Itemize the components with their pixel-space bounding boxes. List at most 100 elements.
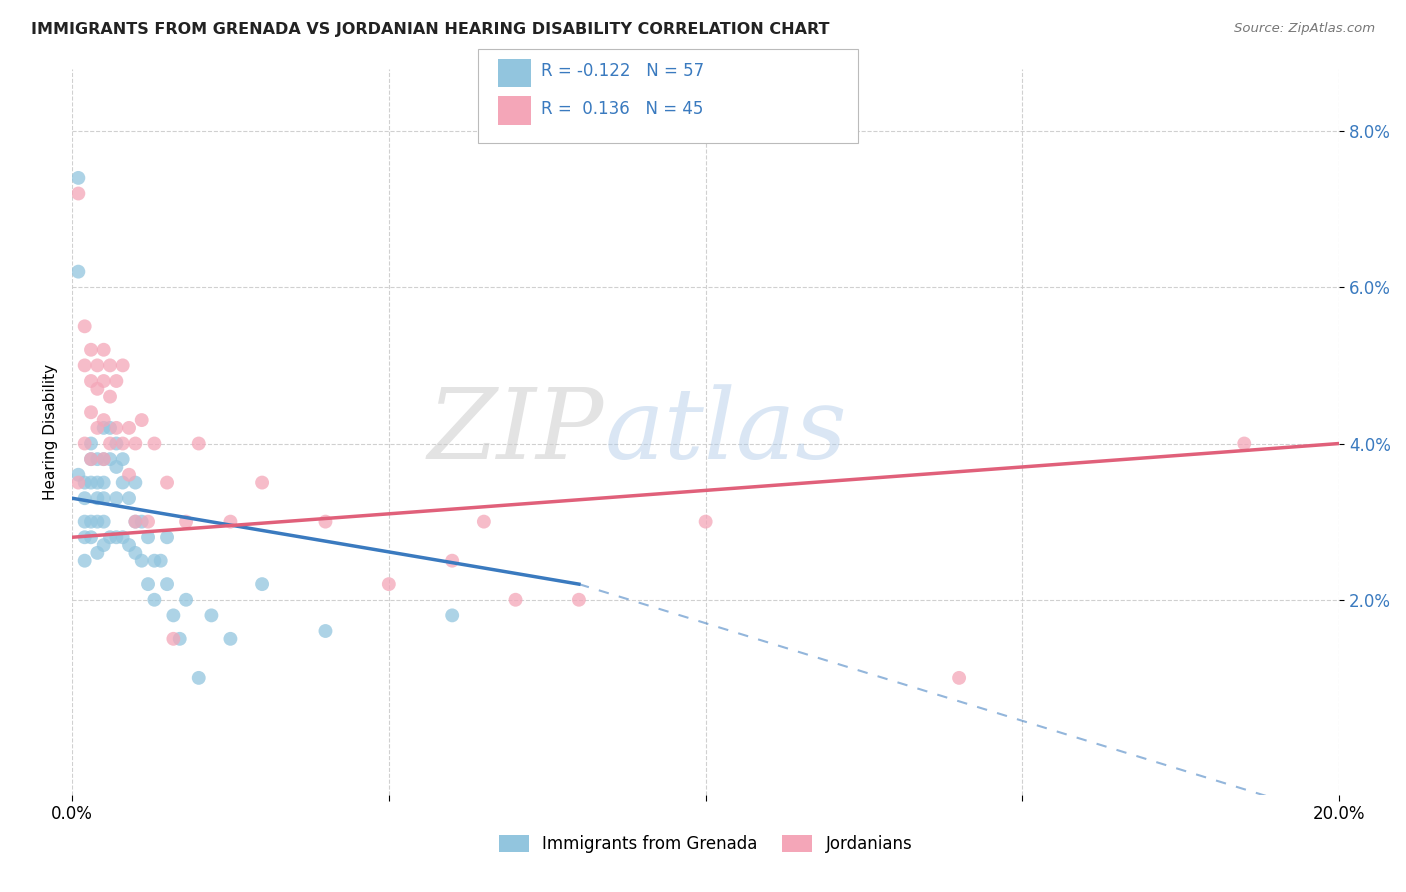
Point	[219, 515, 242, 529]
Point	[505, 592, 527, 607]
Point	[98, 359, 121, 373]
Point	[86, 546, 108, 560]
Point	[149, 554, 172, 568]
Point	[105, 530, 128, 544]
Point	[143, 436, 166, 450]
Point	[111, 475, 134, 490]
Point	[86, 491, 108, 506]
Point	[111, 359, 134, 373]
Point	[93, 374, 115, 388]
Point	[98, 452, 121, 467]
Point	[73, 436, 96, 450]
Point	[118, 491, 141, 506]
Point	[187, 671, 209, 685]
Point	[314, 624, 336, 638]
Point	[136, 515, 159, 529]
Point	[73, 530, 96, 544]
Point	[86, 475, 108, 490]
Point	[124, 515, 146, 529]
Point	[131, 515, 153, 529]
Point	[67, 170, 90, 185]
Point	[93, 343, 115, 357]
Point	[118, 421, 141, 435]
Point	[250, 577, 273, 591]
Point	[93, 452, 115, 467]
Point	[80, 343, 103, 357]
Point	[948, 671, 970, 685]
Point	[124, 436, 146, 450]
Point	[80, 452, 103, 467]
Point	[143, 592, 166, 607]
Point	[93, 538, 115, 552]
Point	[111, 530, 134, 544]
Point	[105, 459, 128, 474]
Text: R = -0.122   N = 57: R = -0.122 N = 57	[541, 62, 704, 80]
Point	[174, 592, 197, 607]
Point	[111, 452, 134, 467]
Point	[162, 608, 184, 623]
Point	[105, 374, 128, 388]
Point	[124, 546, 146, 560]
Point	[73, 475, 96, 490]
Point	[86, 382, 108, 396]
Point	[441, 554, 464, 568]
Point	[1233, 436, 1256, 450]
Point	[73, 319, 96, 334]
Point	[174, 515, 197, 529]
Point	[67, 186, 90, 201]
Point	[98, 436, 121, 450]
Point	[156, 530, 179, 544]
Point	[200, 608, 222, 623]
Point	[93, 515, 115, 529]
Point	[67, 475, 90, 490]
Point	[118, 538, 141, 552]
Point	[111, 436, 134, 450]
Point	[67, 467, 90, 482]
Point	[169, 632, 191, 646]
Point	[695, 515, 717, 529]
Point	[80, 374, 103, 388]
Point	[219, 632, 242, 646]
Point	[124, 515, 146, 529]
Legend: Immigrants from Grenada, Jordanians: Immigrants from Grenada, Jordanians	[492, 828, 920, 859]
Point	[118, 467, 141, 482]
Point	[80, 530, 103, 544]
Point	[73, 515, 96, 529]
Point	[86, 359, 108, 373]
Point	[105, 491, 128, 506]
Point	[80, 515, 103, 529]
Point	[568, 592, 591, 607]
Point	[136, 577, 159, 591]
Point	[73, 554, 96, 568]
Point	[378, 577, 401, 591]
Point	[136, 530, 159, 544]
Y-axis label: Hearing Disability: Hearing Disability	[44, 364, 58, 500]
Point	[67, 265, 90, 279]
Point	[73, 359, 96, 373]
Point	[124, 475, 146, 490]
Point	[93, 452, 115, 467]
Point	[93, 491, 115, 506]
Point	[80, 436, 103, 450]
Point	[93, 475, 115, 490]
Point	[314, 515, 336, 529]
Text: Source: ZipAtlas.com: Source: ZipAtlas.com	[1234, 22, 1375, 36]
Point	[80, 475, 103, 490]
Point	[86, 515, 108, 529]
Point	[441, 608, 464, 623]
Point	[162, 632, 184, 646]
Point	[86, 452, 108, 467]
Point	[98, 421, 121, 435]
Point	[131, 413, 153, 427]
Point	[143, 554, 166, 568]
Text: IMMIGRANTS FROM GRENADA VS JORDANIAN HEARING DISABILITY CORRELATION CHART: IMMIGRANTS FROM GRENADA VS JORDANIAN HEA…	[31, 22, 830, 37]
Point	[156, 475, 179, 490]
Point	[98, 390, 121, 404]
Point	[472, 515, 495, 529]
Point	[105, 436, 128, 450]
Point	[80, 452, 103, 467]
Point	[93, 421, 115, 435]
Text: ZIP: ZIP	[427, 384, 605, 479]
Point	[93, 413, 115, 427]
Point	[86, 421, 108, 435]
